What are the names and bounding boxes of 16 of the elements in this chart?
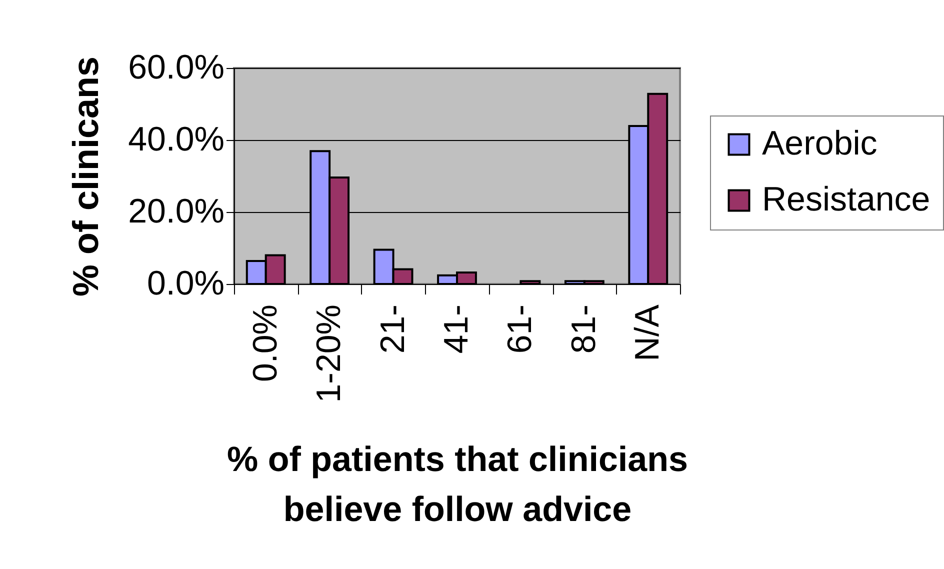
x-tick-label: 1-20%	[310, 304, 348, 403]
y-tick-label: 40.0%	[128, 120, 224, 158]
x-axis-title: % of patients that clinicians believe follow advice	[227, 440, 688, 529]
x-tick-label: 61-	[501, 304, 540, 354]
y-tick-label: 20.0%	[128, 192, 224, 230]
x-tick-label: 21-	[374, 304, 412, 354]
y-tick-label: 0.0%	[147, 264, 224, 302]
y-axis-title: % of clinicans	[65, 56, 106, 297]
legend-label: Aerobic	[762, 124, 878, 163]
legend-label: Resistance	[762, 180, 930, 219]
bar	[520, 280, 541, 285]
x-tick-label: N/A	[628, 304, 667, 362]
y-tick-label: 60.0%	[128, 48, 224, 86]
x-tick-label: 0.0%	[246, 304, 284, 382]
x-tick-label: 41-	[438, 304, 476, 354]
x-tick-label: 81-	[564, 304, 603, 354]
